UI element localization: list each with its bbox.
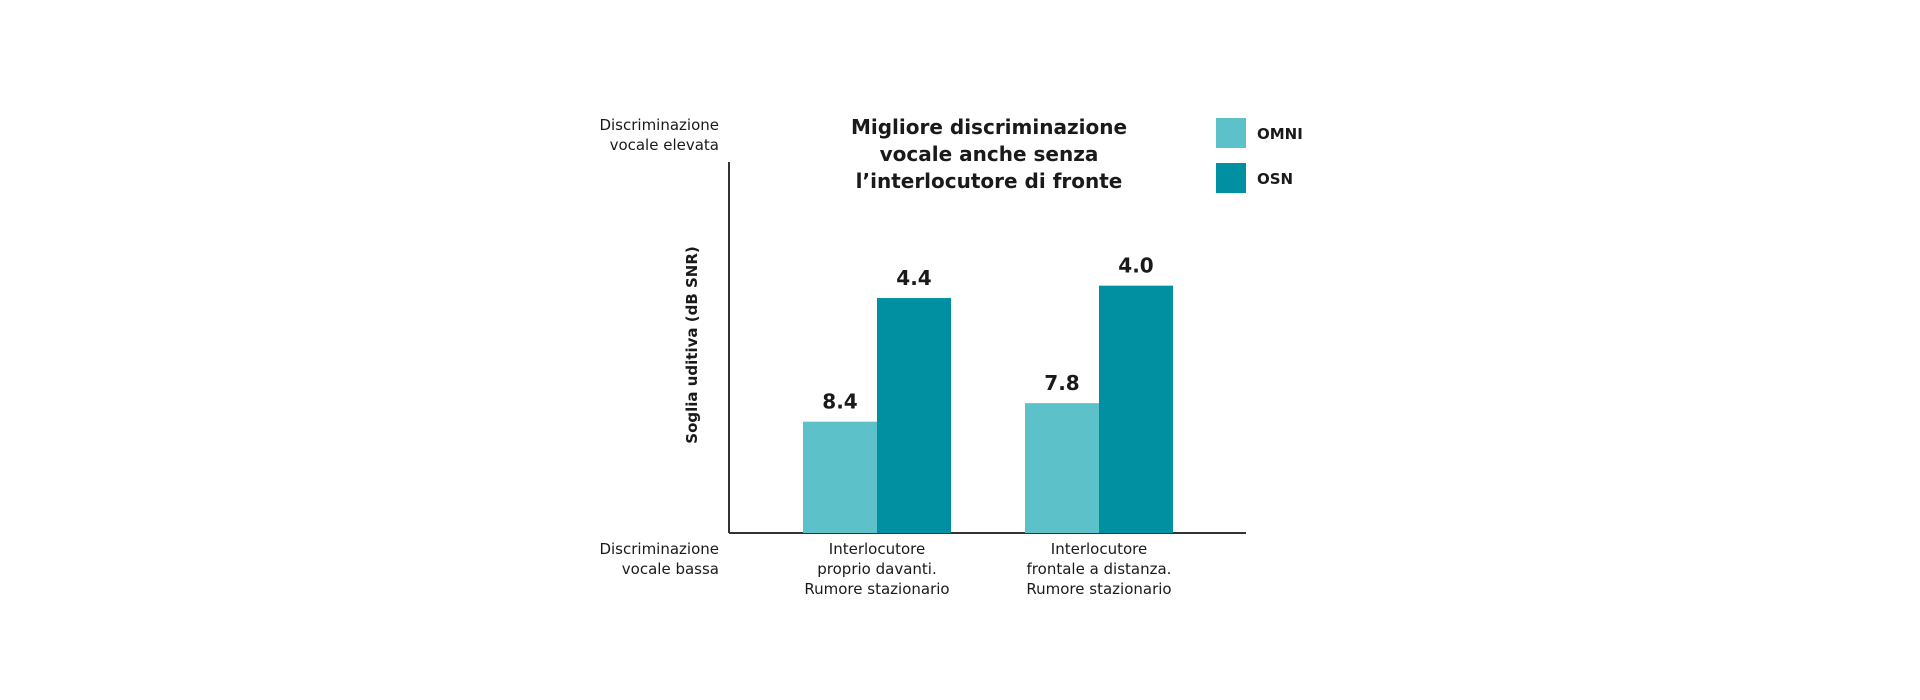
chart-title-line: vocale anche senza — [880, 142, 1099, 166]
chart-title: Migliore discriminazione vocale anche sen… — [851, 115, 1127, 193]
category-label-line: frontale a distanza. — [1027, 560, 1172, 578]
value-label-omni-2: 7.8 — [1044, 371, 1079, 395]
y-top-label-line: Discriminazione — [599, 116, 719, 134]
bar-osn-2 — [1099, 285, 1173, 533]
legend: OMNI OSN — [1216, 118, 1303, 193]
value-label-osn-1: 4.4 — [896, 266, 931, 290]
bar-osn-1 — [877, 298, 951, 533]
bar-omni-1 — [803, 421, 877, 533]
chart-title-line: Migliore discriminazione — [851, 115, 1127, 139]
chart-title-line: l’interlocutore di fronte — [856, 169, 1123, 193]
y-bottom-label-line: vocale bassa — [622, 560, 719, 578]
category-labels: Interlocutore proprio davanti. Rumore staz… — [804, 540, 1171, 598]
value-labels: 8.4 4.4 7.8 4.0 — [822, 254, 1153, 414]
y-top-label-line: vocale elevata — [610, 136, 719, 154]
category-label-line: proprio davanti. — [817, 560, 936, 578]
legend-label-osn: OSN — [1257, 170, 1293, 188]
y-top-label: Discriminazione vocale elevata — [599, 116, 719, 154]
legend-swatch-osn — [1216, 163, 1246, 193]
y-axis-label: Soglia uditiva (dB SNR) — [683, 246, 701, 443]
y-bottom-label: Discriminazione vocale bassa — [599, 540, 719, 578]
legend-label-omni: OMNI — [1257, 125, 1303, 143]
category-label-line: Rumore stazionario — [1026, 580, 1171, 598]
category-label-line: Rumore stazionario — [804, 580, 949, 598]
y-bottom-label-line: Discriminazione — [599, 540, 719, 558]
legend-swatch-omni — [1216, 118, 1246, 148]
category-label-line: Interlocutore — [1051, 540, 1147, 558]
value-label-osn-2: 4.0 — [1118, 254, 1153, 278]
value-label-omni-1: 8.4 — [822, 390, 857, 414]
category-label-line: Interlocutore — [829, 540, 925, 558]
bar-omni-2 — [1025, 403, 1099, 533]
bars — [803, 285, 1173, 533]
